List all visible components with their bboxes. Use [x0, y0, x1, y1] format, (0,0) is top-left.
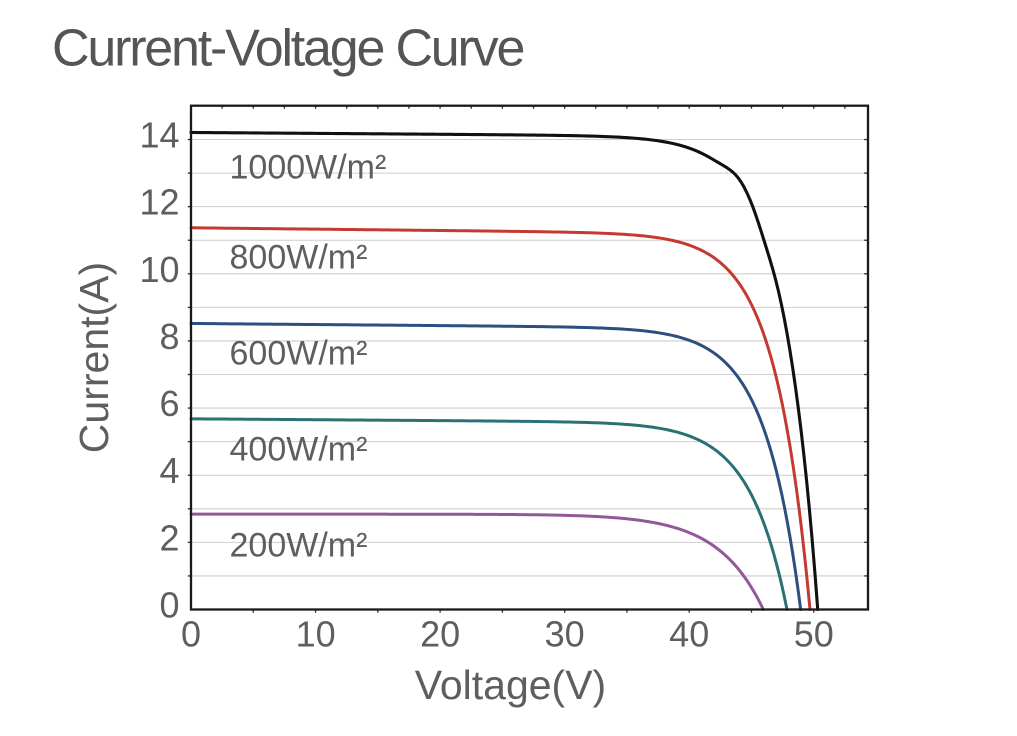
svg-text:0: 0 [159, 585, 179, 626]
svg-text:400W/m²: 400W/m² [230, 431, 368, 469]
svg-text:Current(A): Current(A) [71, 262, 117, 453]
svg-text:200W/m²: 200W/m² [230, 526, 368, 564]
svg-text:12: 12 [139, 182, 179, 223]
svg-text:0: 0 [181, 614, 201, 655]
svg-text:2: 2 [159, 517, 179, 558]
svg-text:1000W/m²: 1000W/m² [230, 148, 387, 186]
svg-text:20: 20 [420, 614, 460, 655]
svg-text:Current-Voltage Curve: Current-Voltage Curve [52, 20, 523, 78]
svg-text:4: 4 [159, 450, 179, 491]
svg-text:50: 50 [794, 614, 834, 655]
svg-text:8: 8 [159, 316, 179, 357]
svg-text:40: 40 [669, 614, 709, 655]
svg-text:14: 14 [139, 115, 179, 156]
svg-text:600W/m²: 600W/m² [230, 335, 368, 373]
svg-text:30: 30 [545, 614, 585, 655]
svg-text:10: 10 [139, 249, 179, 290]
svg-text:Voltage(V): Voltage(V) [415, 662, 606, 708]
svg-text:800W/m²: 800W/m² [230, 239, 368, 277]
svg-text:6: 6 [159, 383, 179, 424]
svg-text:10: 10 [296, 614, 336, 655]
